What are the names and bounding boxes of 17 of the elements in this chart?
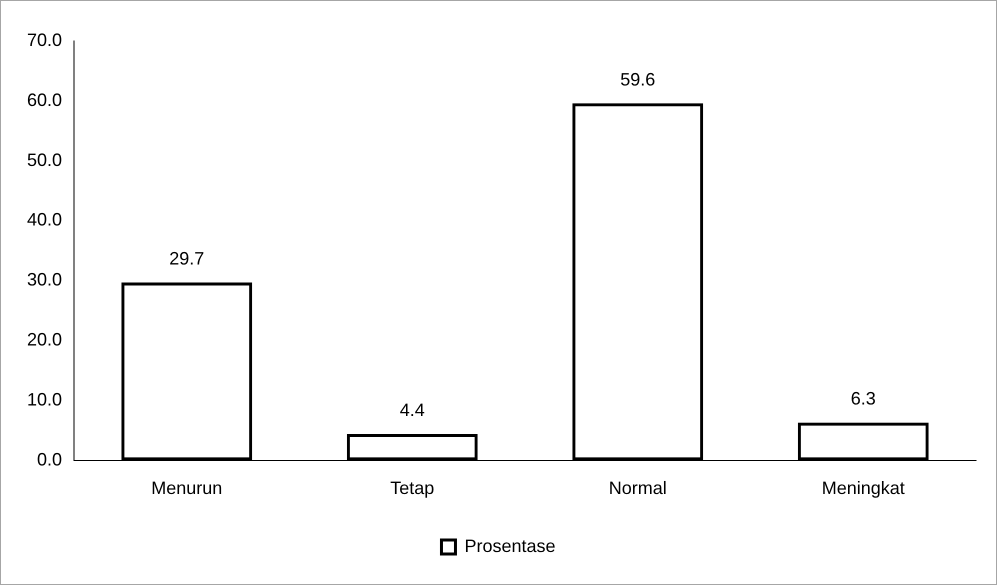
- y-tick-label: 0.0: [37, 449, 62, 470]
- data-label: 6.3: [850, 388, 876, 409]
- x-tick-label: Meningkat: [822, 478, 905, 498]
- x-tick-label: Menurun: [151, 478, 222, 498]
- data-label: 59.6: [620, 69, 656, 90]
- y-tick-label: 70.0: [26, 30, 62, 50]
- data-label: 4.4: [400, 400, 425, 420]
- x-tick-label: Normal: [608, 478, 667, 498]
- y-tick-label: 40.0: [26, 210, 62, 230]
- data-label: 29.7: [169, 248, 204, 268]
- x-tick-label: Tetap: [390, 478, 434, 498]
- y-tick-label: 10.0: [26, 389, 62, 410]
- legend-label: Prosentase: [464, 536, 556, 556]
- y-tick-label: 20.0: [26, 330, 62, 350]
- y-tick-label: 30.0: [26, 270, 62, 290]
- y-tick-label: 50.0: [26, 150, 62, 170]
- y-tick-label: 60.0: [26, 90, 62, 110]
